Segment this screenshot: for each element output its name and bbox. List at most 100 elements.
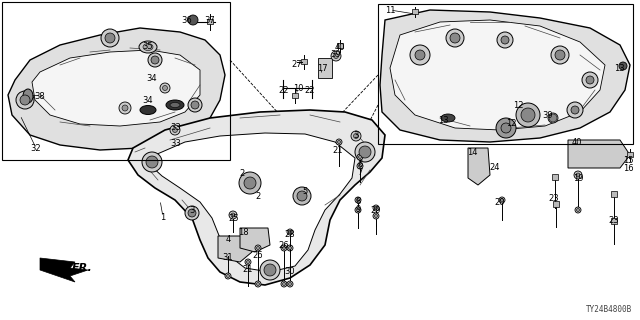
Ellipse shape: [548, 113, 558, 123]
Text: 3: 3: [189, 205, 195, 214]
Circle shape: [188, 15, 198, 25]
Circle shape: [188, 98, 202, 112]
Circle shape: [374, 206, 378, 210]
Circle shape: [575, 207, 581, 213]
Text: 22: 22: [279, 85, 289, 94]
Text: 40: 40: [335, 43, 345, 52]
Circle shape: [20, 95, 30, 105]
Circle shape: [571, 106, 579, 114]
Circle shape: [245, 259, 251, 265]
Circle shape: [357, 154, 363, 160]
Ellipse shape: [619, 62, 627, 70]
Circle shape: [497, 32, 513, 48]
Circle shape: [336, 139, 342, 145]
Circle shape: [264, 264, 276, 276]
Text: 24: 24: [490, 163, 500, 172]
Circle shape: [577, 209, 579, 212]
Ellipse shape: [139, 41, 157, 53]
Text: 6: 6: [357, 159, 363, 169]
Circle shape: [351, 131, 361, 141]
Text: 16: 16: [623, 164, 634, 172]
Polygon shape: [380, 10, 630, 142]
Circle shape: [163, 85, 168, 91]
Ellipse shape: [170, 102, 180, 108]
Circle shape: [287, 281, 293, 287]
Circle shape: [148, 53, 162, 67]
Text: 26: 26: [253, 251, 263, 260]
Bar: [292, 93, 298, 98]
Text: 12: 12: [506, 118, 516, 127]
Circle shape: [373, 213, 379, 219]
Circle shape: [446, 29, 464, 47]
Bar: [378, 4, 633, 144]
Circle shape: [516, 103, 540, 127]
Circle shape: [173, 127, 177, 132]
Circle shape: [246, 260, 250, 263]
Circle shape: [281, 281, 287, 287]
Bar: [627, 152, 633, 157]
Bar: [2, 2, 230, 160]
Circle shape: [188, 209, 196, 217]
Circle shape: [16, 91, 34, 109]
Circle shape: [255, 245, 261, 251]
Circle shape: [289, 246, 291, 250]
Circle shape: [289, 230, 291, 234]
Circle shape: [576, 173, 580, 177]
Polygon shape: [468, 148, 490, 185]
Circle shape: [358, 164, 362, 167]
Text: 31: 31: [223, 253, 234, 262]
Circle shape: [287, 229, 293, 235]
Circle shape: [373, 205, 379, 211]
Circle shape: [555, 50, 565, 60]
Bar: [553, 201, 559, 207]
Text: 12: 12: [513, 100, 524, 109]
Circle shape: [170, 125, 180, 135]
Text: 36: 36: [182, 15, 193, 25]
Circle shape: [331, 51, 341, 61]
Circle shape: [227, 275, 230, 277]
Circle shape: [496, 118, 516, 138]
Text: 30: 30: [285, 268, 295, 276]
Polygon shape: [8, 28, 225, 150]
Circle shape: [501, 36, 509, 44]
Circle shape: [415, 50, 425, 60]
Circle shape: [337, 140, 340, 143]
Circle shape: [450, 33, 460, 43]
Circle shape: [257, 246, 259, 250]
Circle shape: [410, 45, 430, 65]
Circle shape: [289, 283, 291, 285]
Circle shape: [239, 172, 261, 194]
Polygon shape: [150, 133, 355, 272]
Circle shape: [501, 123, 511, 133]
Text: 4: 4: [225, 235, 230, 244]
Circle shape: [282, 283, 285, 285]
Text: 37: 37: [205, 15, 216, 25]
Text: 22: 22: [305, 85, 316, 94]
Circle shape: [500, 198, 504, 202]
Text: 5: 5: [302, 187, 308, 196]
Circle shape: [357, 163, 363, 169]
Text: 19: 19: [573, 173, 583, 182]
Circle shape: [101, 29, 119, 47]
Text: 1: 1: [161, 212, 166, 221]
Polygon shape: [390, 20, 605, 130]
Circle shape: [185, 206, 199, 220]
Text: 34: 34: [147, 74, 157, 83]
Text: 2: 2: [255, 191, 260, 201]
Text: 8: 8: [355, 196, 361, 205]
Bar: [552, 174, 558, 180]
Circle shape: [231, 213, 235, 217]
Text: 23: 23: [548, 194, 559, 203]
Text: 39: 39: [543, 110, 554, 119]
Circle shape: [281, 245, 287, 251]
Circle shape: [151, 56, 159, 64]
Polygon shape: [240, 228, 270, 252]
Circle shape: [356, 209, 360, 212]
Text: 21: 21: [333, 146, 343, 155]
Ellipse shape: [23, 89, 33, 103]
Text: 33: 33: [171, 123, 181, 132]
Text: 15: 15: [623, 156, 633, 164]
Bar: [412, 9, 418, 14]
Text: 29: 29: [371, 205, 381, 214]
Polygon shape: [40, 258, 88, 282]
